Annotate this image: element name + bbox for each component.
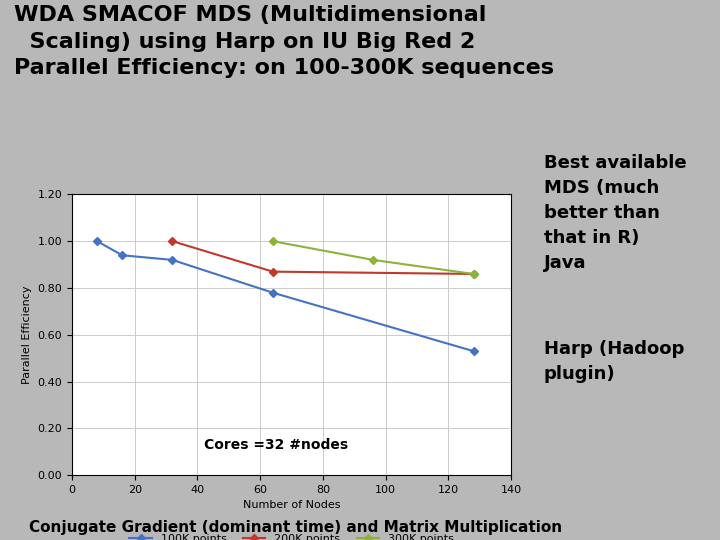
- 100K points: [269, 289, 277, 296]
- 100K points: [118, 252, 127, 259]
- 100K points: [93, 238, 102, 245]
- 100K points: [469, 348, 478, 354]
- X-axis label: Number of Nodes: Number of Nodes: [243, 501, 341, 510]
- Line: 200K points: 200K points: [170, 239, 477, 276]
- 300K points: [469, 271, 478, 277]
- 300K points: [269, 238, 277, 245]
- 200K points: [269, 268, 277, 275]
- Text: Conjugate Gradient (dominant time) and Matrix Multiplication: Conjugate Gradient (dominant time) and M…: [29, 519, 562, 535]
- Legend: 100K points, 200K points, 300K points: 100K points, 200K points, 300K points: [125, 529, 458, 540]
- Text: Harp (Hadoop
plugin): Harp (Hadoop plugin): [544, 340, 684, 383]
- Text: Cores =32 #nodes: Cores =32 #nodes: [204, 438, 348, 452]
- Y-axis label: Parallel Efficiency: Parallel Efficiency: [22, 286, 32, 384]
- 100K points: [168, 256, 176, 263]
- Text: WDA SMACOF MDS (Multidimensional
  Scaling) using Harp on IU Big Red 2
Parallel : WDA SMACOF MDS (Multidimensional Scaling…: [14, 5, 554, 78]
- Text: Best available
MDS (much
better than
that in R)
Java: Best available MDS (much better than tha…: [544, 154, 686, 272]
- 200K points: [168, 238, 176, 245]
- 200K points: [469, 271, 478, 277]
- Line: 300K points: 300K points: [270, 239, 477, 276]
- 300K points: [369, 256, 377, 263]
- Line: 100K points: 100K points: [94, 239, 477, 354]
